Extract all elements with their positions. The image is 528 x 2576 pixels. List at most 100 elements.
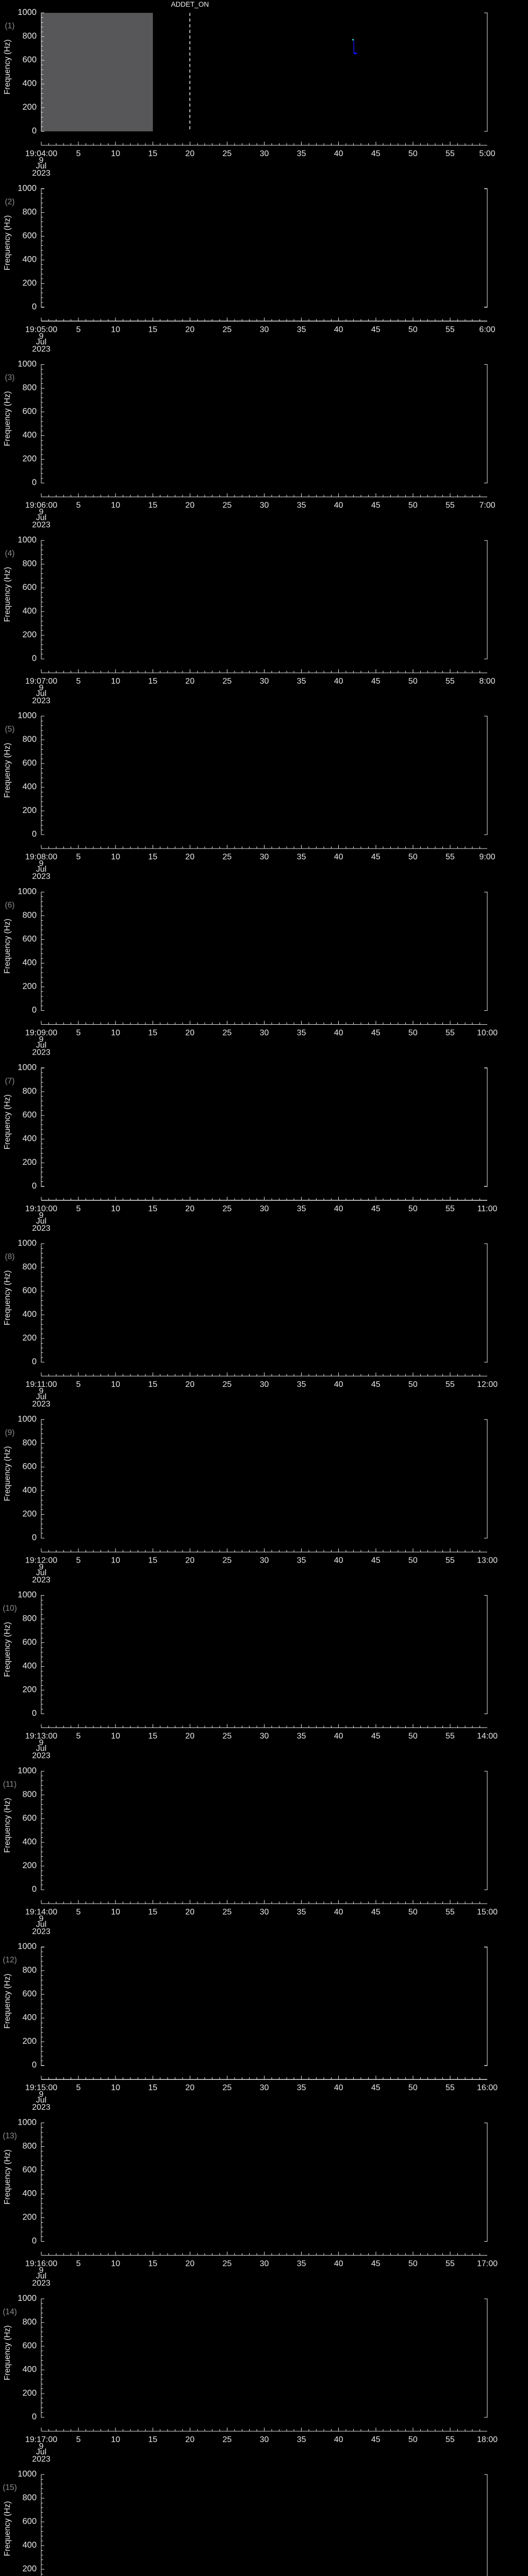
svg-text:5: 5: [76, 325, 81, 334]
svg-text:5: 5: [76, 1028, 81, 1037]
svg-text:400: 400: [22, 1662, 37, 1671]
svg-text:800: 800: [22, 559, 37, 568]
svg-text:200: 200: [22, 1333, 37, 1343]
svg-text:15: 15: [148, 2083, 157, 2092]
svg-text:25: 25: [223, 853, 232, 861]
svg-text:55: 55: [446, 1556, 455, 1565]
svg-text:45: 45: [371, 1205, 381, 1213]
svg-text:600: 600: [22, 1462, 37, 1471]
svg-text:400: 400: [22, 1837, 37, 1846]
svg-text:12:00: 12:00: [477, 1380, 498, 1389]
svg-text:0: 0: [32, 302, 37, 311]
svg-text:800: 800: [22, 207, 37, 216]
svg-text:10: 10: [111, 2260, 120, 2268]
svg-text:30: 30: [260, 1205, 269, 1213]
svg-text:15: 15: [148, 1205, 157, 1213]
svg-text:20: 20: [185, 325, 194, 334]
svg-text:10: 10: [111, 2435, 120, 2444]
svg-text:55: 55: [446, 149, 455, 158]
svg-text:400: 400: [22, 79, 37, 88]
svg-text:200: 200: [22, 103, 37, 112]
svg-text:400: 400: [22, 782, 37, 791]
svg-text:10: 10: [111, 501, 120, 510]
svg-text:1000: 1000: [18, 711, 37, 720]
svg-text:50: 50: [408, 1908, 418, 1917]
svg-text:1000: 1000: [18, 2469, 37, 2479]
svg-text:35: 35: [297, 1028, 306, 1037]
svg-text:25: 25: [223, 677, 232, 686]
svg-text:400: 400: [22, 2189, 37, 2198]
svg-text:2023: 2023: [32, 345, 51, 353]
svg-text:0: 0: [32, 654, 37, 663]
svg-text:(5): (5): [5, 725, 15, 734]
svg-text:25: 25: [223, 1556, 232, 1565]
svg-text:5: 5: [76, 1908, 81, 1917]
svg-text:5: 5: [76, 2260, 81, 2268]
svg-text:11:00: 11:00: [477, 1205, 498, 1213]
svg-text:800: 800: [22, 1438, 37, 1447]
svg-text:40: 40: [334, 2260, 343, 2268]
svg-text:30: 30: [260, 2260, 269, 2268]
svg-text:200: 200: [22, 1685, 37, 1694]
svg-text:30: 30: [260, 1556, 269, 1565]
svg-text:35: 35: [297, 2260, 306, 2268]
svg-text:25: 25: [223, 501, 232, 510]
svg-text:25: 25: [223, 1205, 232, 1213]
svg-text:20: 20: [185, 1556, 194, 1565]
svg-text:50: 50: [408, 853, 418, 861]
svg-text:40: 40: [334, 853, 343, 861]
svg-text:5: 5: [76, 1732, 81, 1741]
svg-text:45: 45: [371, 1380, 381, 1389]
svg-text:Frequency (Hz): Frequency (Hz): [3, 1446, 12, 1501]
svg-text:ADDET_ON: ADDET_ON: [171, 1, 209, 8]
svg-text:35: 35: [297, 677, 306, 686]
svg-text:2023: 2023: [32, 1927, 51, 1936]
svg-text:20: 20: [185, 2435, 194, 2444]
svg-text:0: 0: [32, 1533, 37, 1542]
svg-text:5: 5: [76, 677, 81, 686]
svg-text:0: 0: [32, 1357, 37, 1366]
svg-text:800: 800: [22, 1790, 37, 1799]
svg-text:5: 5: [76, 1380, 81, 1389]
svg-text:40: 40: [334, 149, 343, 158]
svg-text:0: 0: [32, 1005, 37, 1014]
svg-text:45: 45: [371, 1732, 381, 1741]
svg-text:55: 55: [446, 2083, 455, 2092]
svg-text:0: 0: [32, 1709, 37, 1718]
svg-text:0: 0: [32, 1181, 37, 1191]
svg-text:1000: 1000: [18, 2118, 37, 2127]
svg-text:15: 15: [148, 1556, 157, 1565]
svg-text:800: 800: [22, 1262, 37, 1272]
svg-text:30: 30: [260, 2083, 269, 2092]
svg-text:1000: 1000: [18, 1063, 37, 1072]
svg-text:35: 35: [297, 149, 306, 158]
svg-text:18:00: 18:00: [477, 2435, 498, 2444]
svg-text:20: 20: [185, 1908, 194, 1917]
svg-text:10: 10: [111, 2083, 120, 2092]
svg-text:400: 400: [22, 1134, 37, 1143]
svg-text:200: 200: [22, 454, 37, 464]
svg-text:35: 35: [297, 325, 306, 334]
svg-text:20: 20: [185, 1205, 194, 1213]
svg-text:35: 35: [297, 1205, 306, 1213]
svg-text:400: 400: [22, 2013, 37, 2022]
svg-text:30: 30: [260, 149, 269, 158]
svg-text:50: 50: [408, 149, 418, 158]
svg-text:20: 20: [185, 2083, 194, 2092]
svg-text:10: 10: [111, 1028, 120, 1037]
svg-text:35: 35: [297, 501, 306, 510]
svg-text:50: 50: [408, 325, 418, 334]
svg-text:45: 45: [371, 677, 381, 686]
svg-text:35: 35: [297, 1556, 306, 1565]
svg-text:0: 0: [32, 829, 37, 839]
svg-text:800: 800: [22, 1087, 37, 1096]
svg-text:200: 200: [22, 1158, 37, 1167]
svg-text:40: 40: [334, 1380, 343, 1389]
svg-text:200: 200: [22, 2564, 37, 2573]
svg-text:5: 5: [76, 1205, 81, 1213]
svg-text:Frequency (Hz): Frequency (Hz): [3, 743, 12, 798]
svg-text:30: 30: [260, 1732, 269, 1741]
svg-text:25: 25: [223, 1908, 232, 1917]
svg-text:30: 30: [260, 1028, 269, 1037]
svg-text:Frequency (Hz): Frequency (Hz): [3, 215, 12, 270]
